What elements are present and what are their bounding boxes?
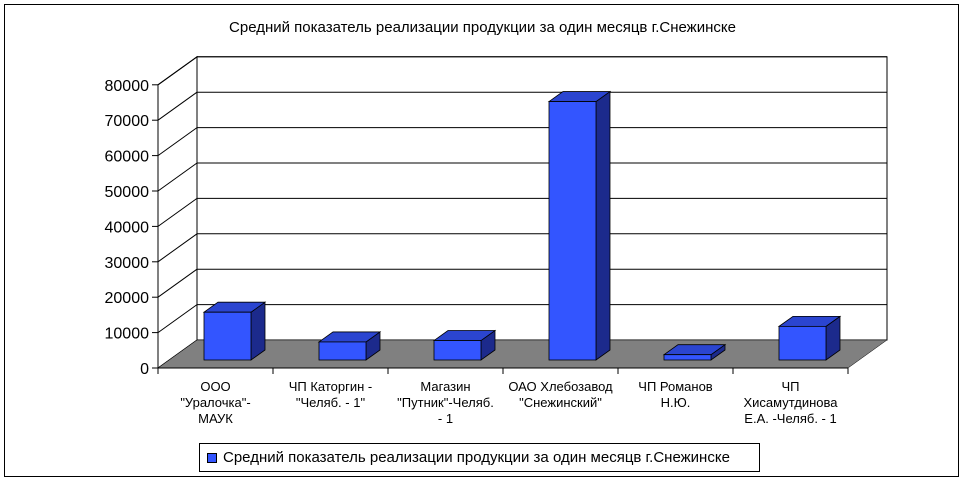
y-tick-label: 0 xyxy=(140,361,149,378)
gridline-side xyxy=(157,56,198,86)
gridline-side xyxy=(157,197,198,227)
gridline-side xyxy=(157,91,198,121)
category-label: ЧП Романов Н.Ю. xyxy=(638,379,713,410)
bar-side xyxy=(595,90,611,361)
gridline-side xyxy=(157,162,198,192)
category-label: ЧП Каторгин -"Челяб. - 1" xyxy=(289,379,373,410)
gridline-side xyxy=(157,233,198,263)
bar xyxy=(203,311,252,361)
y-tick-label: 30000 xyxy=(105,255,150,272)
bar xyxy=(663,354,712,361)
y-tick-label: 40000 xyxy=(105,219,150,236)
legend-swatch xyxy=(207,452,217,463)
gridline-side xyxy=(157,127,198,157)
legend-label: Средний показатель реализации продукции … xyxy=(223,449,730,466)
bar xyxy=(548,101,597,361)
y-tick-label: 50000 xyxy=(105,184,150,201)
category-label: ЧП Хисамутдинова Е.А. -Челяб. - 1 xyxy=(743,379,838,426)
category-label: Магазин "Путник"-Челяб. - 1 xyxy=(397,379,494,426)
bar xyxy=(318,341,367,361)
category-label: ООО "Уралочка"-МАУК xyxy=(180,379,250,426)
y-tick-label: 10000 xyxy=(105,326,150,343)
y-tick-label: 20000 xyxy=(105,290,150,307)
floor xyxy=(157,339,888,369)
y-tick-label: 60000 xyxy=(105,149,150,166)
legend: Средний показатель реализации продукции … xyxy=(199,443,760,472)
y-tick-label: 80000 xyxy=(105,78,150,95)
gridline-side xyxy=(157,304,198,334)
bar xyxy=(433,340,482,361)
bar xyxy=(778,325,827,361)
category-label: ОАО Хлебозавод "Снежинский" xyxy=(508,379,613,410)
gridline-side xyxy=(157,268,198,298)
chart-title: Средний показатель реализации продукции … xyxy=(229,19,736,36)
y-tick-label: 70000 xyxy=(105,113,150,130)
